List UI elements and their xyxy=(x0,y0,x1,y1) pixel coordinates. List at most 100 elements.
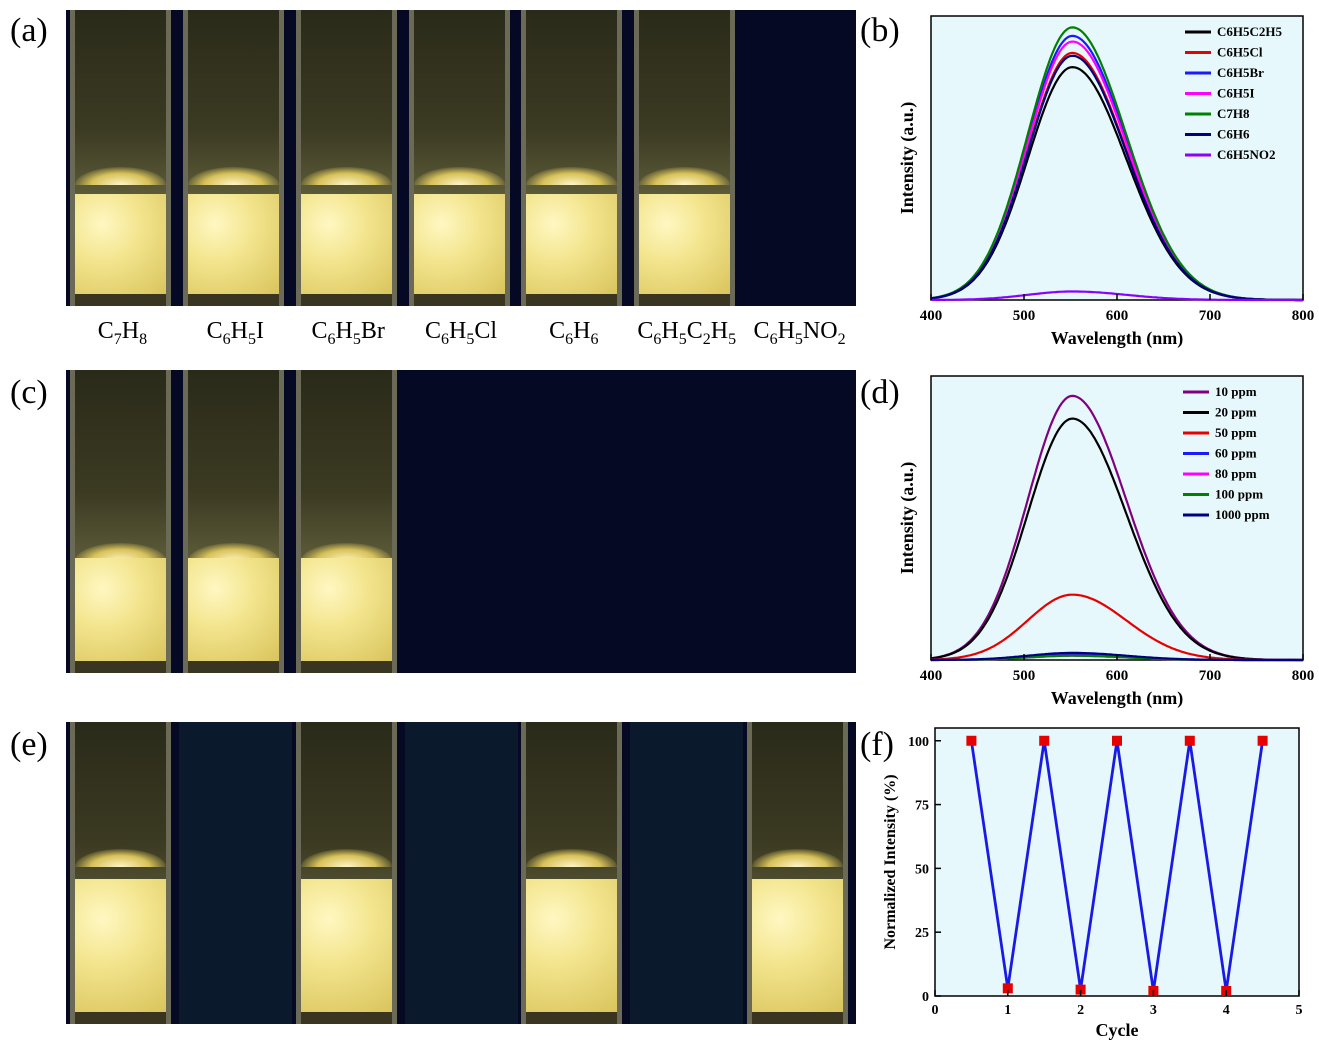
panel-label-c: (c) xyxy=(10,374,48,411)
x-tick-label: 600 xyxy=(1106,308,1129,324)
panel-label-b: (b) xyxy=(860,12,900,49)
powder xyxy=(526,193,617,295)
x-tick-label: 800 xyxy=(1292,668,1315,684)
vial-quenched xyxy=(743,370,856,673)
x-tick-label: 4 xyxy=(1223,1003,1230,1018)
vial-lit xyxy=(747,722,848,1024)
legend-entry: C6H6 xyxy=(1217,127,1250,142)
legend-entry: C6H5I xyxy=(1217,86,1255,101)
powder xyxy=(301,879,392,1012)
powder xyxy=(75,193,166,295)
vial-quenched xyxy=(630,722,743,1024)
legend-entry: 1000 ppm xyxy=(1215,507,1270,522)
vial-lit xyxy=(634,10,735,306)
vial-quenched xyxy=(630,370,743,673)
vial-quenched xyxy=(743,10,856,306)
vial-quenched xyxy=(405,370,518,673)
photo-panel-e xyxy=(66,722,856,1024)
x-tick-label: 1 xyxy=(1004,1003,1011,1018)
legend-entry: 80 ppm xyxy=(1215,466,1257,481)
vial-lit xyxy=(70,722,171,1024)
x-tick-label: 0 xyxy=(932,1003,939,1018)
series-line-C6H6 xyxy=(930,54,1303,302)
data-point xyxy=(1002,983,1013,994)
data-point xyxy=(1039,735,1050,746)
x-tick-label: 600 xyxy=(1106,668,1129,684)
vial-label: C6H5Cl xyxy=(424,318,498,348)
legend-entry: C7H8 xyxy=(1217,106,1250,121)
powder xyxy=(188,557,279,661)
legend-entry: C6H5C2H5 xyxy=(1217,24,1283,39)
legend-entry: 20 ppm xyxy=(1215,405,1257,420)
powder xyxy=(414,193,505,295)
powder xyxy=(639,193,730,295)
powder xyxy=(75,879,166,1012)
x-tick-label: 800 xyxy=(1292,308,1315,324)
vial-label: C6H6 xyxy=(549,318,599,348)
y-axis-label: Normalized Intensity (%) xyxy=(882,774,899,949)
legend-entry: 50 ppm xyxy=(1215,425,1257,440)
y-axis-label: Intensity (a.u.) xyxy=(897,102,918,215)
x-tick-label: 700 xyxy=(1199,668,1222,684)
photo-panel-c xyxy=(66,370,856,673)
data-point xyxy=(1184,735,1195,746)
data-point xyxy=(1257,735,1268,746)
legend-entry: 60 ppm xyxy=(1215,446,1257,461)
powder xyxy=(301,557,392,661)
vial-label: C6H5NO2 xyxy=(753,318,846,348)
data-point xyxy=(966,735,977,746)
legend-entry: C6H5Cl xyxy=(1217,45,1263,60)
data-point xyxy=(1075,984,1086,995)
x-tick-label: 5 xyxy=(1296,1003,1303,1018)
vial-lit xyxy=(521,722,622,1024)
chart-b-emission-solvents: 400 500 600 700 800 Wavelength (nm) Intensity … xyxy=(897,15,1315,349)
legend-entry: C6H5Br xyxy=(1217,65,1264,80)
chart-d-emission-concentration: 400 500 600 700 800 Wavelength (nm) Intensity … xyxy=(897,375,1315,709)
y-tick-label: 25 xyxy=(915,926,929,941)
vial-lit xyxy=(409,10,510,306)
powder xyxy=(188,193,279,295)
y-tick-label: 0 xyxy=(922,990,929,1005)
vial-quenched xyxy=(179,722,292,1024)
x-axis-label: Wavelength (nm) xyxy=(1051,328,1184,349)
vial-lit xyxy=(296,10,397,306)
panel-label-e: (e) xyxy=(10,726,48,763)
legend-entry: C6H5NO2 xyxy=(1217,147,1276,162)
vial-quenched xyxy=(517,370,630,673)
y-tick-label: 50 xyxy=(915,862,929,877)
x-tick-label: 400 xyxy=(920,668,943,684)
legend-entry: 100 ppm xyxy=(1215,487,1263,502)
vial-lit xyxy=(296,722,397,1024)
x-axis-label: Wavelength (nm) xyxy=(1051,688,1184,709)
series-line-20-ppm xyxy=(930,417,1303,662)
vial-lit xyxy=(521,10,622,306)
vial-lit xyxy=(183,370,284,673)
x-tick-label: 500 xyxy=(1013,668,1036,684)
x-tick-label: 2 xyxy=(1077,1003,1084,1018)
x-tick-label: 500 xyxy=(1013,308,1036,324)
powder xyxy=(752,879,843,1012)
powder xyxy=(526,879,617,1012)
y-tick-label: 100 xyxy=(908,735,929,750)
vial-label: C6H5C2H5 xyxy=(637,318,737,348)
y-tick-label: 75 xyxy=(915,799,929,814)
data-point xyxy=(1112,735,1122,746)
panel-label-f: (f) xyxy=(860,726,894,763)
x-tick-label: 3 xyxy=(1150,1003,1157,1018)
vial-lit xyxy=(296,370,397,673)
x-tick-label: 700 xyxy=(1199,308,1222,324)
vial-label: C6H5I xyxy=(206,318,264,348)
panel-label-a: (a) xyxy=(10,12,48,49)
photo-panel-a xyxy=(66,10,856,306)
vial-quenched xyxy=(405,722,518,1024)
legend-entry: 10 ppm xyxy=(1215,384,1257,399)
vial-lit xyxy=(70,370,171,673)
powder xyxy=(75,557,166,661)
vial-lit xyxy=(70,10,171,306)
y-axis-label: Intensity (a.u.) xyxy=(897,462,918,575)
powder xyxy=(301,193,392,295)
panel-label-d: (d) xyxy=(860,374,900,411)
x-axis-label: Cycle xyxy=(1096,1020,1139,1040)
vial-label: C6H5Br xyxy=(311,318,385,348)
